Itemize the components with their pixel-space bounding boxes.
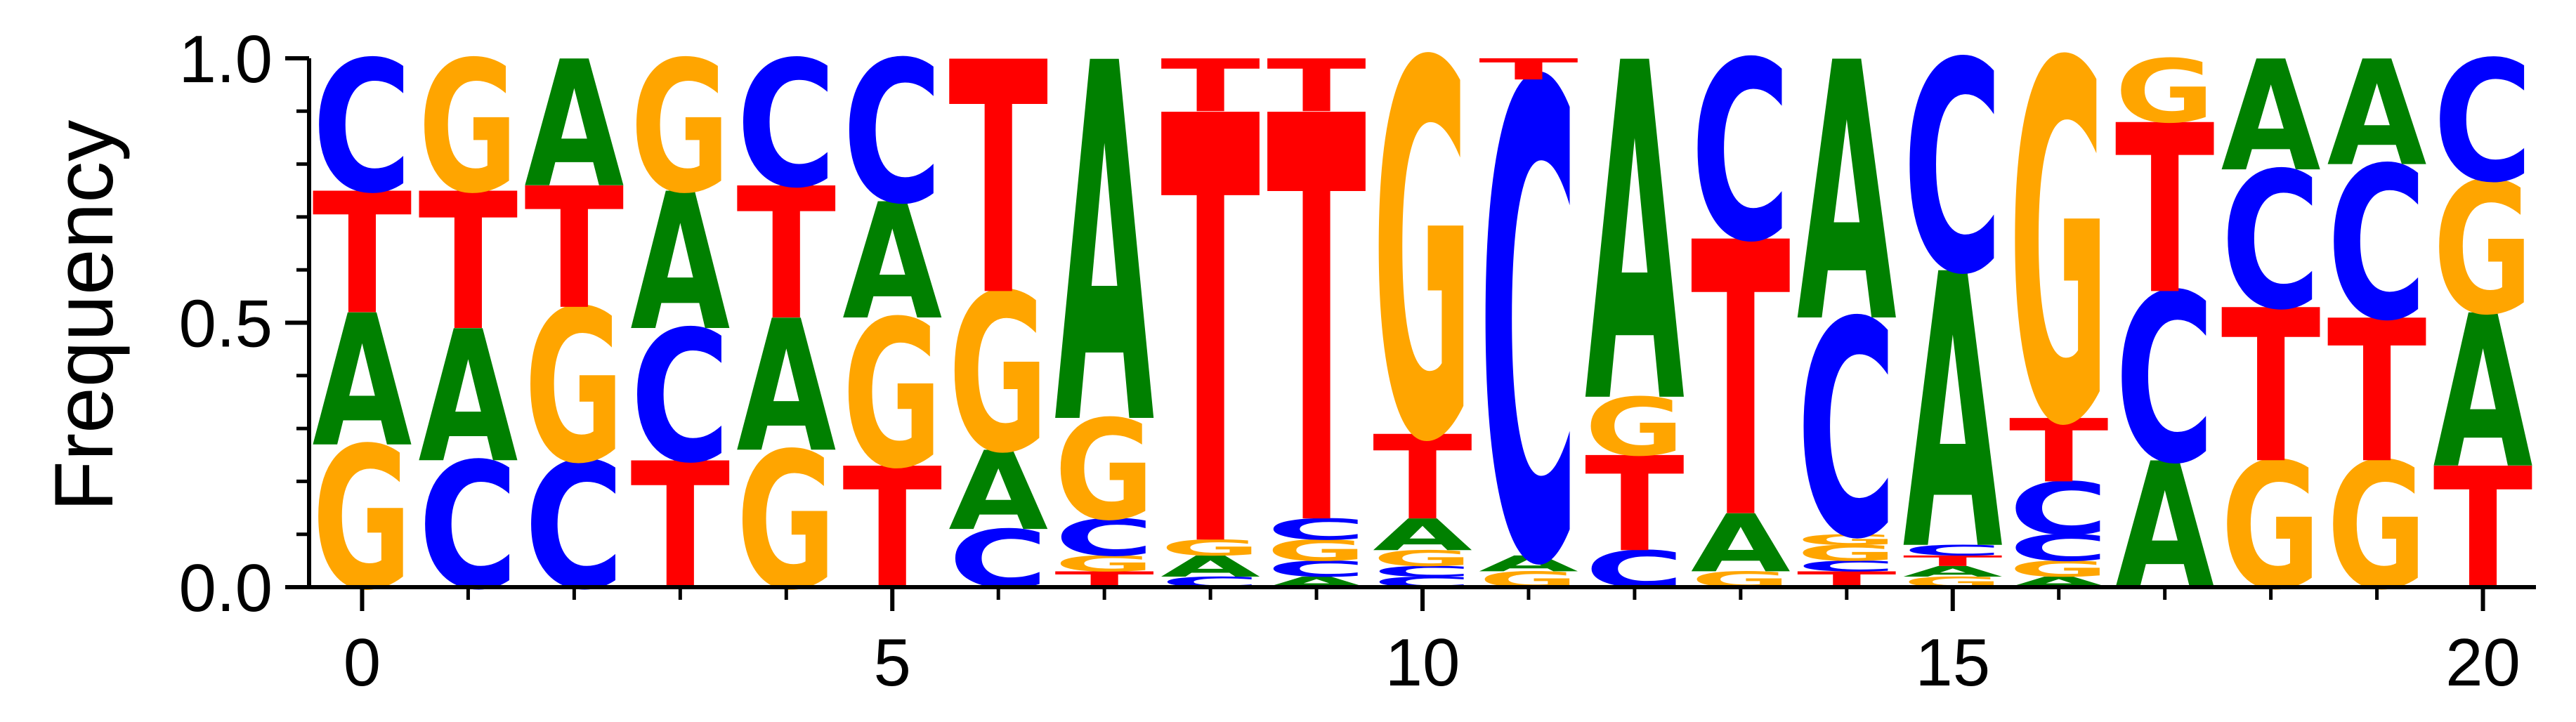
logo-letter-C: C — [2221, 133, 2321, 352]
logo-letter-T: T — [313, 157, 412, 351]
logo-letter-G: G — [1797, 532, 1897, 549]
logo-letter-G: G — [1160, 535, 1260, 560]
logo-letter-G: G — [2115, 41, 2215, 143]
logo-letter-G: G — [842, 278, 942, 514]
logo-letter-C: C — [1797, 258, 1897, 605]
logo-letter-T: T — [2009, 401, 2109, 502]
logo-letter-A: A — [2433, 270, 2533, 515]
logo-letter-C: C — [1479, 0, 1578, 710]
logo-letter-C: C — [2115, 245, 2215, 515]
logo-letter-T: T — [1160, 44, 1260, 129]
logo-letter-C: C — [1903, 542, 2003, 559]
logo-letter-G: G — [2433, 144, 2533, 355]
logo-letter-A: A — [1903, 563, 2003, 580]
x-tick-label: 10 — [1385, 625, 1460, 700]
logo-letter-C: C — [2327, 123, 2427, 367]
logo-letter-A: A — [630, 155, 730, 374]
logo-letter-A: A — [1691, 497, 1791, 590]
logo-letter-T: T — [524, 152, 624, 346]
logo-letter-T: T — [948, 0, 1049, 367]
y-tick-label: 0.0 — [179, 551, 273, 626]
logo-letter-T: T — [2115, 77, 2216, 346]
logo-letter-G: G — [1585, 381, 1685, 474]
logo-letter-T: T — [418, 153, 518, 373]
logo-letter-A: A — [524, 25, 624, 227]
logo-letter-C: C — [2009, 467, 2109, 551]
logo-letter-A: A — [1585, 0, 1685, 507]
logo-letter-G: G — [1267, 534, 1366, 567]
logo-letter-G: G — [1373, 546, 1472, 571]
logo-letter-A: A — [418, 292, 518, 504]
x-tick-label: 5 — [874, 625, 911, 700]
logo-letter-T: T — [1479, 53, 1578, 86]
logo-letter-T: T — [736, 150, 836, 360]
logo-letter-A: A — [948, 429, 1048, 556]
logo-letter-G: G — [1373, 0, 1472, 556]
logo-letter-T: T — [1267, 1, 1367, 650]
logo-letter-T: T — [1585, 430, 1685, 582]
logo-letter-T: T — [1267, 44, 1366, 129]
logo-letter-C: C — [1054, 509, 1154, 568]
logo-letter-G: G — [418, 22, 518, 234]
logo-letter-G: G — [2009, 0, 2109, 534]
logo-letter-A: A — [1054, 0, 1155, 534]
logo-letter-G: G — [524, 265, 624, 510]
logo-letter-T: T — [1160, 0, 1261, 678]
logo-letter-A: A — [2221, 29, 2321, 206]
logo-letter-C: C — [313, 22, 412, 233]
logo-letter-A: A — [1479, 551, 1578, 577]
logo-letter-A: A — [1160, 550, 1260, 584]
logo-letter-C: C — [842, 19, 942, 247]
logo-letter-A: A — [1797, 0, 1897, 402]
x-tick-label: 0 — [344, 625, 381, 700]
logo-letter-A: A — [313, 276, 412, 487]
x-tick-label: 15 — [1915, 625, 1990, 700]
logo-letter-C: C — [2009, 527, 2109, 570]
logo-letter-C: C — [1797, 558, 1897, 575]
x-tick-label: 20 — [2445, 625, 2521, 700]
logo-letter-A: A — [1903, 195, 2003, 634]
logo-letter-C: C — [1903, 1, 2003, 338]
logo-letter-C: C — [1691, 9, 1791, 296]
logo-letter-C: C — [1267, 513, 1366, 546]
logo-letter-A: A — [736, 281, 836, 492]
logo-letter-G: G — [630, 22, 730, 234]
y-tick-label: 0.5 — [179, 287, 273, 362]
logo-letter-A: A — [842, 170, 942, 355]
logo-letter-G: G — [1054, 390, 1154, 551]
logo-letter-G: G — [948, 249, 1048, 502]
logo-letter-A: A — [2327, 30, 2427, 199]
y-axis-title: Frequency — [38, 120, 131, 512]
logo-letter-T: T — [2327, 279, 2427, 506]
logo-letter-C: C — [2433, 26, 2533, 220]
logo-letter-A: A — [1373, 510, 1472, 560]
logo-letter-T: T — [1903, 553, 2003, 570]
y-tick-label: 1.0 — [179, 22, 273, 97]
logo-letter-T: T — [1691, 163, 1791, 602]
logo-letter-C: C — [1373, 563, 1472, 580]
logo-letter-T: T — [2221, 265, 2322, 510]
logo-letter-C: C — [630, 291, 730, 503]
logo-letter-G: G — [2009, 557, 2109, 582]
logo-letter-C: C — [1267, 556, 1366, 582]
logo-letter-G: G — [1054, 551, 1154, 577]
letters-layer: GATCCATGCGTATCAGGATCTGACCAGTTGCGACAGTTAC… — [313, 0, 2533, 710]
logo-letter-T: T — [1373, 412, 1472, 546]
logo-letter-C: C — [736, 25, 836, 227]
ticks-layer: 0.0 0.5 1.0 0 5 10 15 20 — [179, 22, 2521, 700]
logo-letter-G: G — [1797, 541, 1897, 566]
